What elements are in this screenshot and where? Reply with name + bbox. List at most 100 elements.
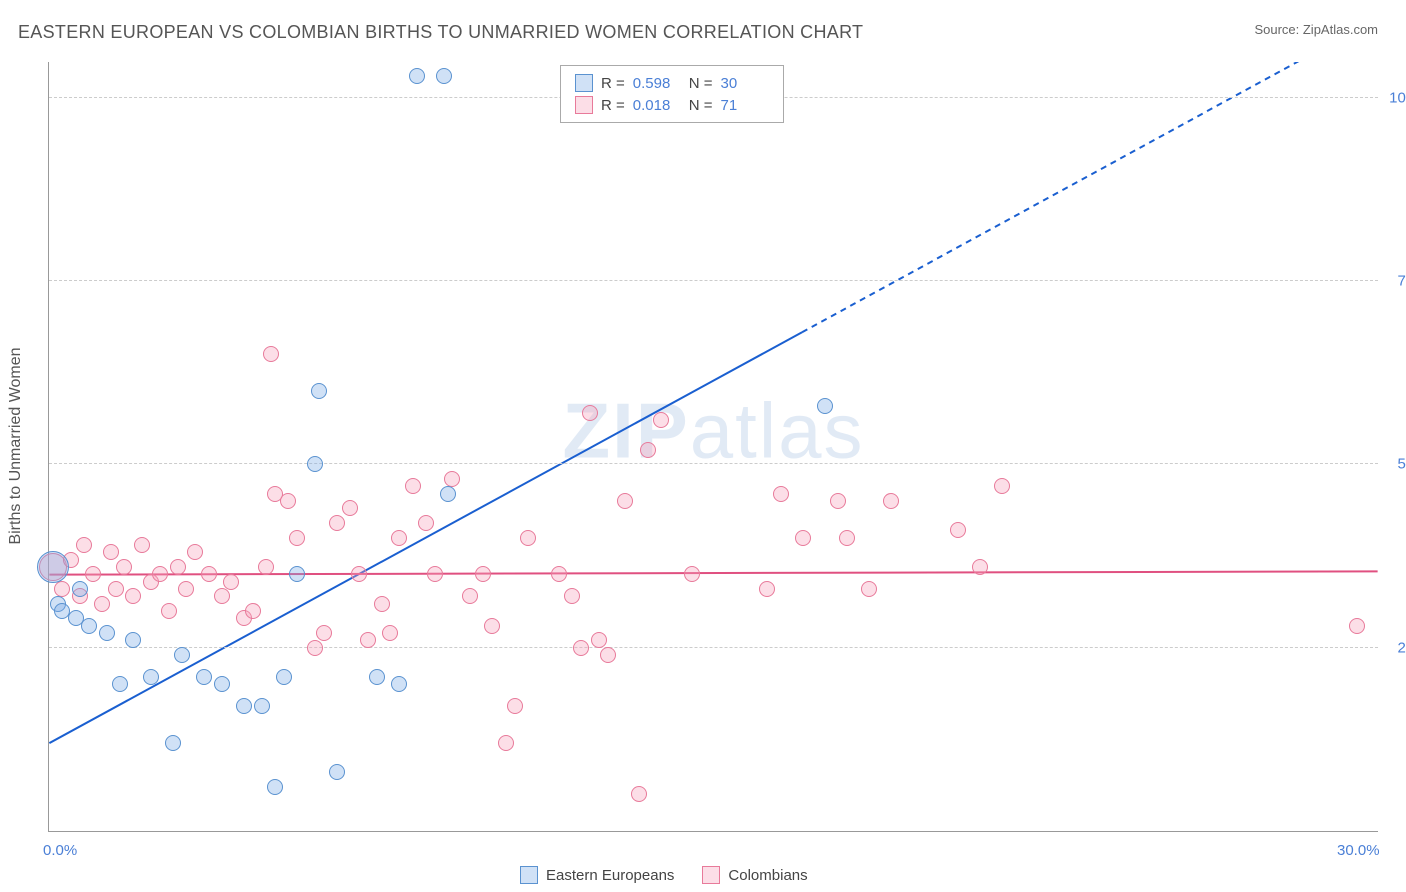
xtick-label: 30.0% (1337, 842, 1380, 859)
data-point-eastern-europeans (174, 647, 190, 663)
data-point-colombians (444, 471, 460, 487)
data-point-colombians (972, 559, 988, 575)
ytick-label: 75.0% (1397, 273, 1406, 290)
data-point-colombians (134, 537, 150, 553)
data-point-colombians (161, 603, 177, 619)
data-point-colombians (475, 566, 491, 582)
data-point-colombians (116, 559, 132, 575)
data-point-eastern-europeans (440, 486, 456, 502)
trendline-colombians (49, 571, 1377, 574)
gridline (49, 647, 1378, 648)
data-point-colombians (551, 566, 567, 582)
data-point-colombians (582, 405, 598, 421)
y-axis-label: Births to Unmarried Women (7, 347, 25, 544)
data-point-colombians (631, 786, 647, 802)
data-point-colombians (351, 566, 367, 582)
data-point-colombians (591, 632, 607, 648)
stats-row-series-0: R = 0.598 N = 30 (575, 72, 769, 94)
data-point-colombians (861, 581, 877, 597)
data-point-colombians (187, 544, 203, 560)
gridline (49, 463, 1378, 464)
data-point-colombians (830, 493, 846, 509)
data-point-colombians (178, 581, 194, 597)
data-point-eastern-europeans (817, 398, 833, 414)
data-point-colombians (103, 544, 119, 560)
data-point-colombians (329, 515, 345, 531)
legend-item-series-0: Eastern Europeans (520, 866, 674, 884)
data-point-eastern-europeans (214, 676, 230, 692)
data-point-colombians (201, 566, 217, 582)
data-point-eastern-europeans (72, 581, 88, 597)
legend-item-series-1: Colombians (702, 866, 807, 884)
data-point-colombians (684, 566, 700, 582)
data-point-colombians (245, 603, 261, 619)
data-point-colombians (170, 559, 186, 575)
data-point-colombians (307, 640, 323, 656)
stats-row-series-1: R = 0.018 N = 71 (575, 94, 769, 116)
data-point-colombians (427, 566, 443, 582)
ytick-label: 25.0% (1397, 639, 1406, 656)
n-label: N = (689, 75, 713, 92)
data-point-colombians (258, 559, 274, 575)
data-point-colombians (289, 530, 305, 546)
data-point-colombians (280, 493, 296, 509)
data-point-colombians (391, 530, 407, 546)
data-point-colombians (564, 588, 580, 604)
data-point-eastern-europeans (436, 68, 452, 84)
swatch-series-1 (575, 96, 593, 114)
series-legend: Eastern Europeans Colombians (520, 866, 808, 884)
n-value-series-0: 30 (721, 75, 769, 92)
data-point-colombians (360, 632, 376, 648)
swatch-series-1 (702, 866, 720, 884)
data-point-eastern-europeans (112, 676, 128, 692)
data-point-colombians (76, 537, 92, 553)
ytick-label: 100.0% (1389, 89, 1406, 106)
stats-legend: R = 0.598 N = 30 R = 0.018 N = 71 (560, 65, 784, 123)
data-point-eastern-europeans (307, 456, 323, 472)
chart-title: EASTERN EUROPEAN VS COLOMBIAN BIRTHS TO … (18, 22, 863, 43)
data-point-colombians (839, 530, 855, 546)
data-point-colombians (795, 530, 811, 546)
data-point-colombians (418, 515, 434, 531)
trendline-eastern-europeans (49, 332, 802, 743)
data-point-eastern-europeans (81, 618, 97, 634)
data-point-colombians (1349, 618, 1365, 634)
data-point-colombians (653, 412, 669, 428)
source-attribution: Source: ZipAtlas.com (1254, 22, 1378, 37)
data-point-eastern-europeans (165, 735, 181, 751)
data-point-colombians (520, 530, 536, 546)
data-point-colombians (994, 478, 1010, 494)
data-point-colombians (950, 522, 966, 538)
data-point-colombians (152, 566, 168, 582)
r-value-series-1: 0.018 (633, 97, 681, 114)
data-point-eastern-europeans (37, 551, 69, 583)
data-point-colombians (773, 486, 789, 502)
data-point-colombians (617, 493, 633, 509)
legend-label-series-0: Eastern Europeans (546, 867, 674, 884)
data-point-colombians (223, 574, 239, 590)
data-point-colombians (374, 596, 390, 612)
data-point-eastern-europeans (125, 632, 141, 648)
scatter-chart: ZIPatlas 25.0%50.0%75.0%100.0%0.0%30.0% (48, 62, 1378, 832)
data-point-colombians (462, 588, 478, 604)
data-point-eastern-europeans (267, 779, 283, 795)
data-point-eastern-europeans (369, 669, 385, 685)
swatch-series-0 (575, 74, 593, 92)
data-point-colombians (108, 581, 124, 597)
data-point-eastern-europeans (289, 566, 305, 582)
data-point-colombians (484, 618, 500, 634)
data-point-eastern-europeans (329, 764, 345, 780)
data-point-eastern-europeans (236, 698, 252, 714)
data-point-colombians (600, 647, 616, 663)
data-point-colombians (498, 735, 514, 751)
data-point-eastern-europeans (311, 383, 327, 399)
swatch-series-0 (520, 866, 538, 884)
data-point-colombians (640, 442, 656, 458)
data-point-eastern-europeans (276, 669, 292, 685)
data-point-colombians (382, 625, 398, 641)
n-label: N = (689, 97, 713, 114)
xtick-label: 0.0% (43, 842, 77, 859)
data-point-colombians (263, 346, 279, 362)
data-point-colombians (507, 698, 523, 714)
gridline (49, 280, 1378, 281)
